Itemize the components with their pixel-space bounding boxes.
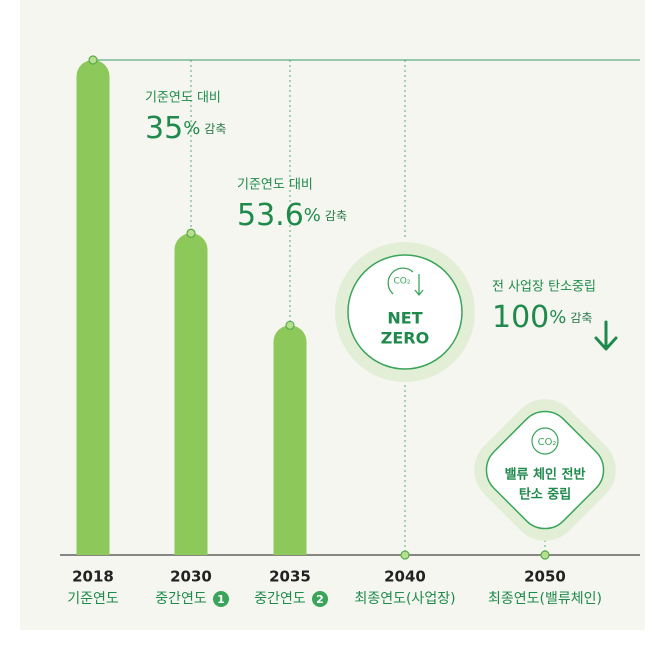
annotation-number: 35 bbox=[145, 111, 183, 146]
badge bbox=[312, 591, 328, 607]
net-zero-label: NET bbox=[387, 309, 422, 328]
annotation-value: 100% 감축 bbox=[492, 300, 592, 335]
x-sub-label: 중간연도 bbox=[155, 591, 207, 607]
annotation-unit: % bbox=[304, 205, 321, 226]
annotation-unit: % bbox=[183, 118, 200, 139]
annotation-caption: 전 사업장 탄소중립 bbox=[492, 280, 596, 295]
bar-top-dot bbox=[540, 550, 550, 560]
co2-icon bbox=[531, 427, 559, 455]
net-zero-circle bbox=[347, 254, 463, 370]
x-tick-label: 2035 bbox=[269, 568, 311, 586]
bar-top-dot bbox=[186, 228, 196, 238]
x-sub-label: 기준연도 bbox=[67, 591, 119, 607]
badge-label: 1 bbox=[217, 593, 225, 606]
bar bbox=[174, 233, 208, 555]
annotation-value: 53.6% 감축 bbox=[237, 198, 347, 233]
x-tick-label: 2018 bbox=[72, 568, 114, 586]
annotation-value: 35% 감축 bbox=[145, 111, 226, 146]
badge-label: 2 bbox=[316, 593, 324, 606]
x-sub-label: 최종연도(사업장) bbox=[354, 591, 455, 607]
annotation-caption: 기준연도 대비 bbox=[237, 178, 313, 193]
bar-top-dot bbox=[285, 320, 295, 330]
bar bbox=[273, 325, 307, 555]
bar bbox=[76, 60, 110, 556]
x-sub-label: 최종연도(밸류체인) bbox=[488, 591, 602, 607]
value-chain-label: 밸류 체인 전반 bbox=[505, 467, 586, 483]
x-tick-label: 2030 bbox=[170, 568, 212, 586]
down-arrow bbox=[594, 320, 618, 351]
annotation-number: 53.6 bbox=[237, 198, 304, 233]
annotation-suffix: 감축 bbox=[204, 122, 226, 136]
x-tick-label: 2040 bbox=[384, 568, 426, 586]
x-sub-label: 중간연도 bbox=[254, 591, 306, 607]
annotation-suffix: 감축 bbox=[325, 209, 347, 223]
x-tick-label: 2050 bbox=[524, 568, 566, 586]
annotation-suffix: 감축 bbox=[570, 311, 592, 325]
co2-icon bbox=[387, 267, 424, 297]
annotation-caption: 기준연도 대비 bbox=[145, 91, 221, 106]
value-chain-badge bbox=[485, 410, 605, 530]
icon-label: CO₂ bbox=[394, 277, 411, 287]
value-chain-label: 탄소 중립 bbox=[519, 487, 571, 503]
annotation-unit: % bbox=[549, 307, 566, 328]
icon-label: CO₂ bbox=[538, 437, 557, 448]
net-zero-label: ZERO bbox=[381, 329, 429, 348]
bar-top-dot bbox=[88, 55, 98, 65]
bar-top-dot bbox=[400, 550, 410, 560]
badge bbox=[213, 591, 229, 607]
annotation-number: 100 bbox=[492, 300, 549, 335]
